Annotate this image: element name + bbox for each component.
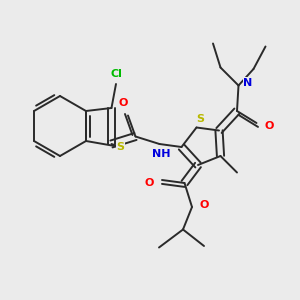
Text: O: O (145, 178, 154, 188)
Text: O: O (119, 98, 128, 108)
Text: S: S (196, 114, 204, 124)
Text: S: S (116, 142, 124, 152)
Text: NH: NH (152, 149, 170, 160)
Text: O: O (200, 200, 209, 211)
Text: N: N (244, 77, 253, 88)
Text: O: O (264, 121, 274, 131)
Text: Cl: Cl (110, 68, 122, 79)
